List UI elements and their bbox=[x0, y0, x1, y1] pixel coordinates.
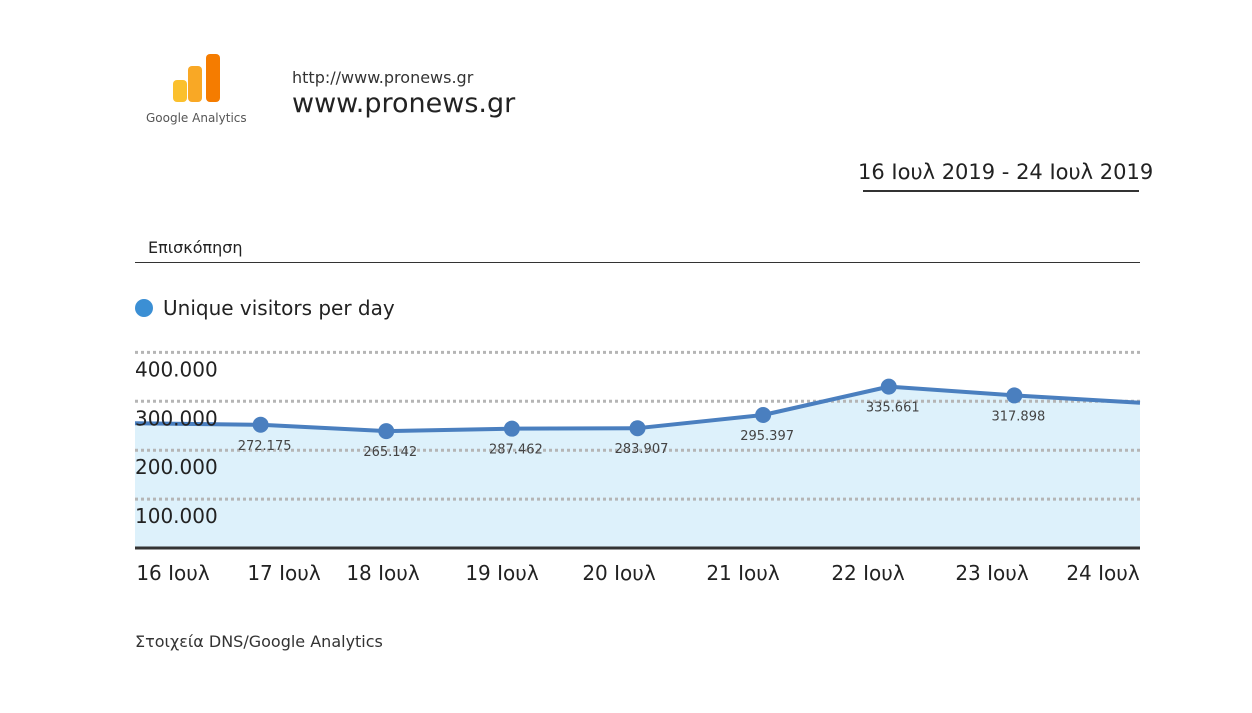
legend-dot-icon bbox=[135, 299, 153, 317]
y-tick-label: 100.000 bbox=[135, 504, 218, 528]
section-divider bbox=[135, 262, 1140, 263]
x-tick-label: 19 Ιουλ bbox=[465, 561, 539, 585]
x-tick-label: 21 Ιουλ bbox=[706, 561, 780, 585]
data-label: 317.898 bbox=[991, 409, 1045, 424]
y-tick-label: 200.000 bbox=[135, 455, 218, 479]
y-tick-label: 400.000 bbox=[135, 357, 218, 381]
data-point bbox=[755, 406, 772, 423]
site-name: www.pronews.gr bbox=[292, 88, 516, 119]
x-tick-label: 20 Ιουλ bbox=[582, 561, 656, 585]
x-tick-label: 23 Ιουλ bbox=[955, 561, 1029, 585]
y-tick-label: 300.000 bbox=[135, 406, 218, 430]
area-fill bbox=[135, 386, 1140, 548]
data-point bbox=[252, 416, 269, 433]
data-point bbox=[378, 423, 395, 440]
visitors-chart: 100.000 200.000 300.000 400.000 272.175 265.1… bbox=[134, 350, 1141, 585]
date-range: 16 Ιουλ 2019 - 24 Ιουλ 2019 bbox=[858, 160, 1154, 184]
data-label: 295.397 bbox=[740, 429, 794, 444]
data-label: 265.142 bbox=[363, 445, 417, 460]
data-point bbox=[1006, 387, 1023, 404]
data-point bbox=[880, 378, 897, 395]
google-analytics-logo bbox=[173, 54, 220, 102]
date-range-underline bbox=[863, 190, 1139, 192]
x-tick-label: 24 Ιουλ bbox=[1066, 561, 1140, 585]
data-label: 287.462 bbox=[489, 443, 543, 458]
legend-label: Unique visitors per day bbox=[163, 296, 395, 320]
x-tick-label: 17 Ιουλ bbox=[247, 561, 321, 585]
logo-label: Google Analytics bbox=[146, 111, 247, 125]
section-title: Επισκόπηση bbox=[148, 238, 243, 257]
data-point bbox=[629, 420, 646, 437]
data-label: 283.907 bbox=[615, 442, 669, 457]
data-point bbox=[503, 420, 520, 437]
chart-legend: Unique visitors per day bbox=[135, 296, 395, 320]
source-note: Στοιχεία DNS/Google Analytics bbox=[135, 632, 383, 651]
x-tick-label: 18 Ιουλ bbox=[346, 561, 420, 585]
data-label: 272.175 bbox=[238, 439, 292, 454]
x-tick-label: 16 Ιουλ bbox=[136, 561, 210, 585]
x-tick-label: 22 Ιουλ bbox=[831, 561, 905, 585]
data-label: 335.661 bbox=[866, 401, 920, 416]
site-url: http://www.pronews.gr bbox=[292, 68, 474, 87]
